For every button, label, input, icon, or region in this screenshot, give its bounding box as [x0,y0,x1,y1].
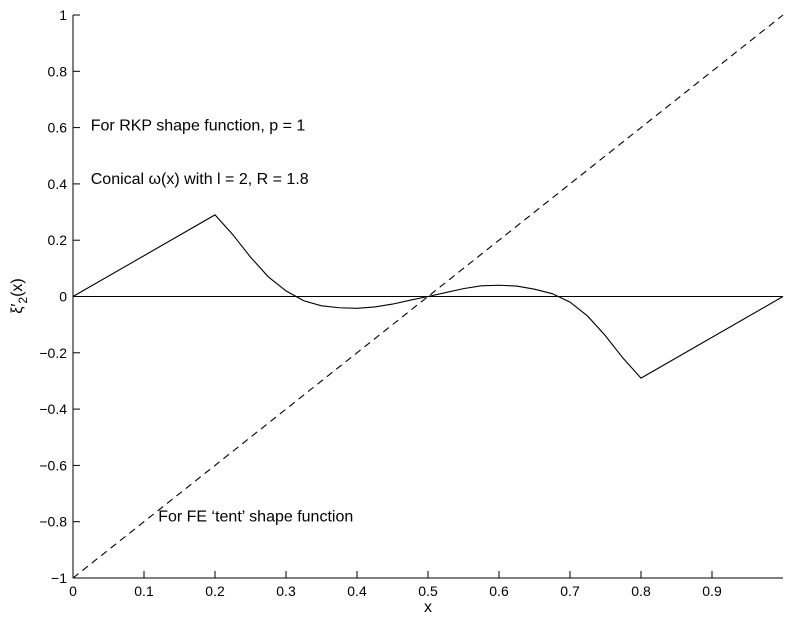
y-axis-title-sub: 2 [16,297,30,304]
series-layer [72,14,784,579]
y-tick-label: 0.6 [48,120,68,136]
y-axis-title-prime: ′ [9,304,26,307]
y-tick-label: −0.6 [39,457,67,473]
axes-layer: 0 0.1 0.2 0.3 0.4 0.5 0.6 0.7 0.8 0.9 −1 −0.8 −0.6 −0… [39,7,783,599]
y-tick-label: 0.8 [48,63,68,79]
x-tick-label: 0.8 [631,583,651,599]
x-tick-label: 0.6 [489,583,509,599]
annotation-0: For RKP shape function, p = 1 [91,117,306,134]
y-tick-label: −0.8 [39,514,67,530]
x-tick-label: 0.2 [205,583,225,599]
x-tick-label: 0.5 [418,583,438,599]
x-tick-label: 0.4 [347,583,367,599]
svg-text:ξ′2(x): ξ′2(x) [9,278,30,314]
y-tick-label: 0.2 [48,232,68,248]
y-axis-title-base: ξ [9,307,26,314]
y-axis-title-arg: (x) [9,278,26,297]
x-tick-label: 0 [69,583,77,599]
y-tick-label: −0.2 [39,345,67,361]
x-tick-label: 0.9 [702,583,722,599]
y-axis-title: ξ′2(x) [9,278,30,314]
y-tick-label: −0.4 [39,401,67,417]
y-tick-label: 1 [59,7,67,23]
x-axis-title: x [424,599,432,616]
annotations: For RKP shape function, p = 1 Conical ω(x… [91,117,354,525]
annotation-2: For FE ‘tent’ shape function [158,509,353,526]
x-tick-label: 0.3 [276,583,296,599]
annotation-1: Conical ω(x) with l = 2, R = 1.8 [91,171,309,188]
y-tick-label: −1 [51,570,67,586]
y-tick-label: 0 [59,289,67,305]
x-tick-label: 0.1 [134,583,154,599]
x-tick-label: 0.7 [560,583,580,599]
y-tick-label: 0.4 [48,176,68,192]
